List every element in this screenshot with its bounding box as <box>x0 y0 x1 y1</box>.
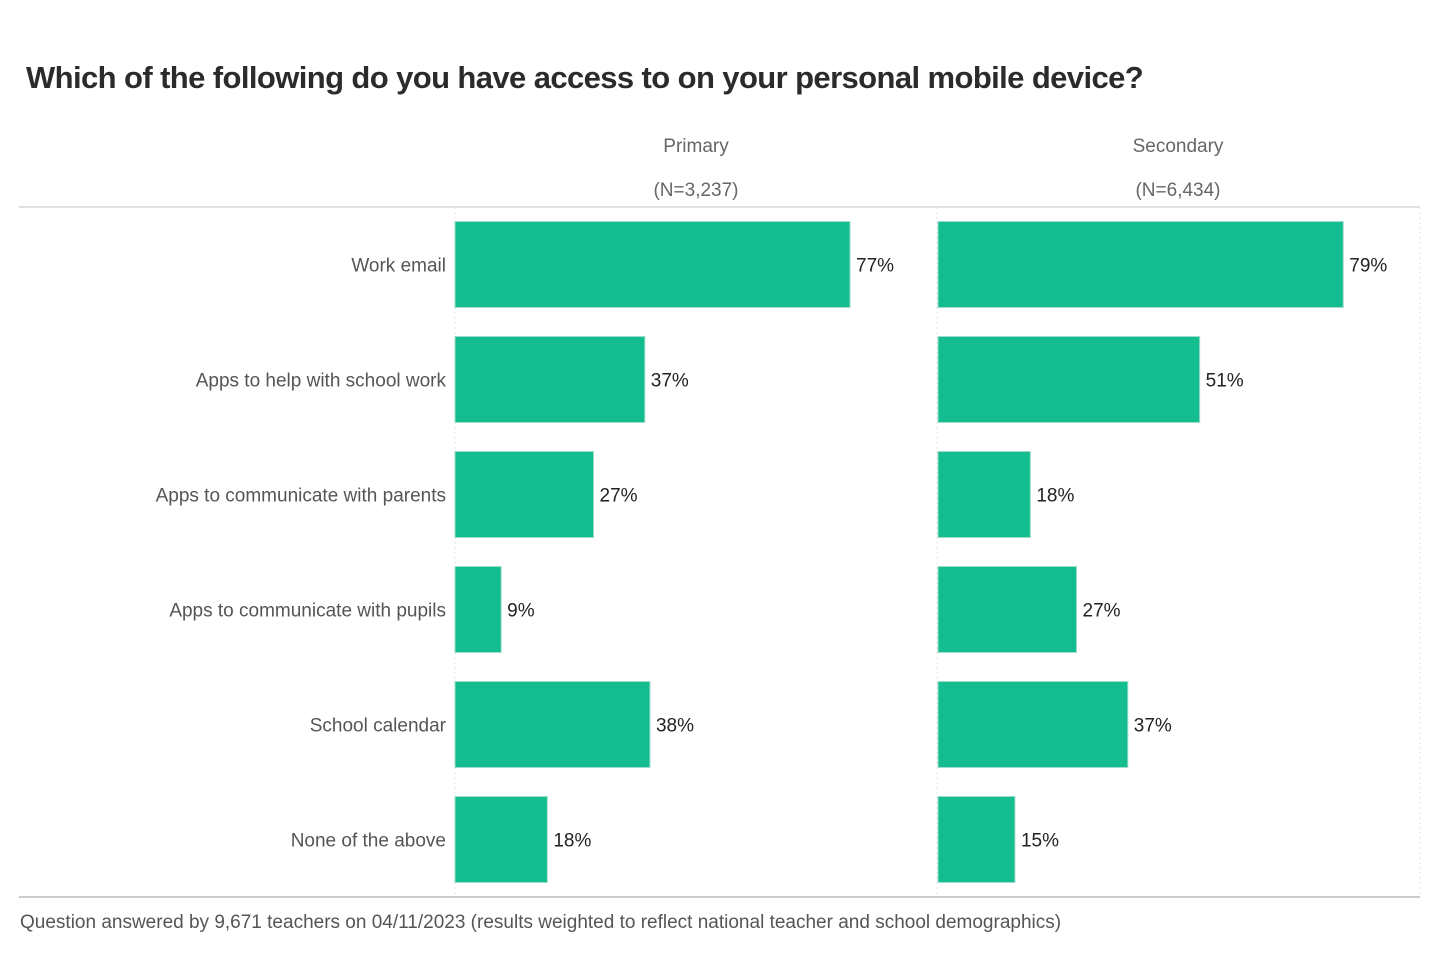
panel-header-primary: Primary <box>663 136 729 157</box>
category-label: Work email <box>351 256 446 277</box>
data-label: 37% <box>651 371 689 392</box>
bar <box>454 681 651 768</box>
bar <box>937 221 1344 308</box>
data-label: 18% <box>1036 486 1074 507</box>
bar <box>454 336 646 423</box>
category-label: Apps to communicate with pupils <box>169 601 446 622</box>
category-label: School calendar <box>310 716 447 737</box>
category-label: Apps to help with school work <box>196 371 447 392</box>
bar <box>454 796 548 883</box>
panel-n-label: (N=6,434) <box>1135 180 1220 201</box>
data-label: 79% <box>1349 256 1387 277</box>
bar <box>937 336 1201 423</box>
data-label: 77% <box>856 256 894 277</box>
bar <box>454 451 595 538</box>
data-label: 15% <box>1021 831 1059 852</box>
chart-title: Which of the following do you have acces… <box>26 60 1144 95</box>
bar <box>937 566 1078 653</box>
data-label: 37% <box>1134 716 1172 737</box>
bar <box>937 451 1031 538</box>
category-label: Apps to communicate with parents <box>156 486 446 507</box>
category-label: None of the above <box>291 831 446 852</box>
bar <box>937 681 1129 768</box>
data-label: 51% <box>1206 371 1244 392</box>
bar <box>454 566 502 653</box>
panel-n-label: (N=3,237) <box>653 180 738 201</box>
panel-header-secondary: Secondary <box>1133 136 1224 157</box>
bar <box>454 221 851 308</box>
bar <box>937 796 1016 883</box>
data-label: 18% <box>553 831 591 852</box>
data-label: 27% <box>600 486 638 507</box>
chart-footer: Question answered by 9,671 teachers on 0… <box>20 912 1062 933</box>
data-label: 27% <box>1083 601 1121 622</box>
data-label: 9% <box>507 601 535 622</box>
data-label: 38% <box>656 716 694 737</box>
